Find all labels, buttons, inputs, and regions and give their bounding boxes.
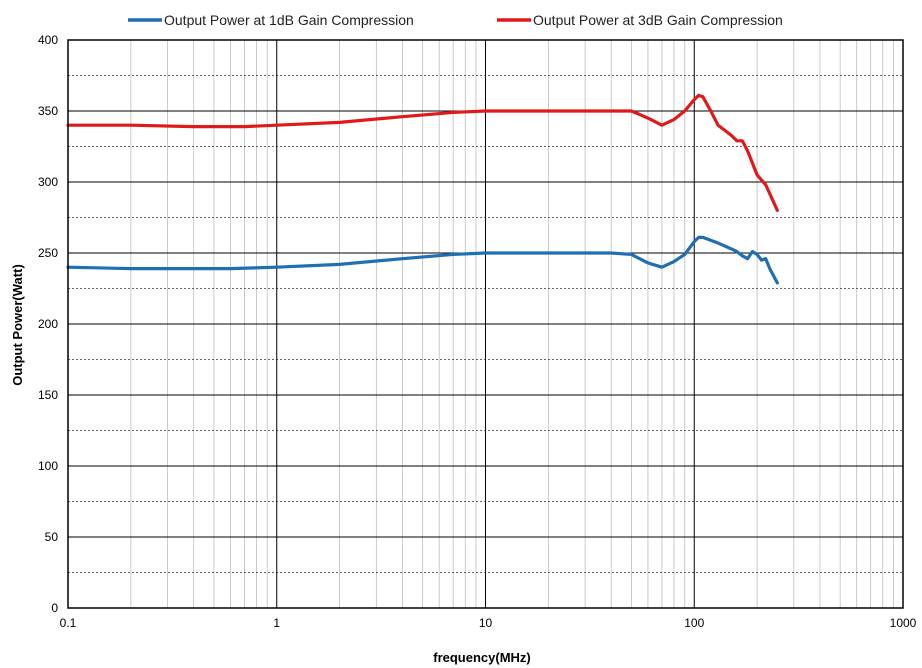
- legend-label-3db: Output Power at 3dB Gain Compression: [533, 12, 783, 28]
- y-tick-label: 200: [38, 317, 58, 331]
- series-line-1db: [66, 235, 779, 285]
- x-tick-label: 1: [273, 616, 280, 630]
- series-line-3db: [66, 93, 779, 212]
- x-tick-label: 10: [479, 616, 493, 630]
- x-tick-labels: 0.1 1 10 100 1000: [60, 616, 917, 630]
- legend-label-1db: Output Power at 1dB Gain Compression: [164, 12, 414, 28]
- y-tick-label: 0: [51, 601, 58, 615]
- y-tick-label: 400: [38, 33, 58, 47]
- y-tick-label: 50: [45, 530, 59, 544]
- y-axis-title: Output Power(Watt): [10, 264, 25, 386]
- y-tick-label: 300: [38, 175, 58, 189]
- x-tick-label: 1000: [890, 616, 917, 630]
- plot-area-frame: [67, 39, 904, 609]
- x-axis-title: frequency(MHz): [433, 650, 531, 665]
- x-tick-label: 0.1: [60, 616, 77, 630]
- y-tick-label: 350: [38, 104, 58, 118]
- x-tick-label: 100: [684, 616, 704, 630]
- y-tick-labels: 0 50 100 150 200 250 300 350 400: [38, 33, 58, 615]
- series-layer: [66, 93, 779, 285]
- legend: Output Power at 1dB Gain Compression Out…: [128, 12, 783, 28]
- y-tick-label: 150: [38, 388, 58, 402]
- y-tick-label: 100: [38, 459, 58, 473]
- y-tick-label: 250: [38, 246, 58, 260]
